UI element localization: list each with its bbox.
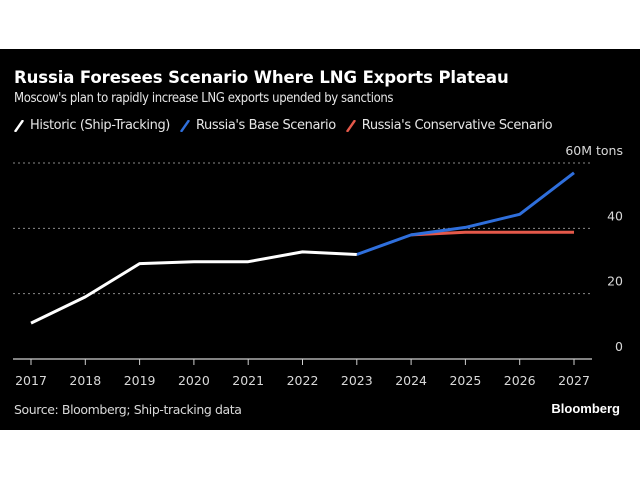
legend-item-conservative-scenario: Russia's Conservative Scenario bbox=[346, 118, 553, 133]
x-tick-label: 2024 bbox=[395, 373, 427, 388]
y-tick-label: 60M tons bbox=[565, 143, 623, 158]
x-tick-label: 2019 bbox=[124, 373, 156, 388]
legend-label: Russia's Base Scenario bbox=[195, 118, 336, 133]
y-tick-label: 40 bbox=[607, 208, 623, 223]
series-lines bbox=[30, 171, 575, 325]
x-tick-label: 2022 bbox=[287, 373, 319, 388]
slash-line-icon bbox=[14, 119, 24, 132]
slash-line-icon bbox=[346, 119, 356, 132]
series-line-russia-s-base-scenario bbox=[356, 171, 575, 256]
x-tick-label: 2023 bbox=[341, 373, 373, 388]
y-tick-label: 0 bbox=[615, 339, 623, 354]
series-line-russia-s-conservative-scenario bbox=[411, 230, 574, 237]
x-axis: 2017 2018 2019 2020 2021 2022 2023 2024 2025 2026… bbox=[13, 358, 592, 388]
legend-label: Historic (Ship-Tracking) bbox=[30, 118, 170, 133]
x-tick-label: 2021 bbox=[232, 373, 264, 388]
chart-panel: Russia Foresees Scenario Where LNG Expor… bbox=[0, 49, 640, 430]
x-tick-label: 2027 bbox=[558, 373, 590, 388]
gridlines bbox=[13, 162, 592, 295]
legend: Historic (Ship-Tracking) Russia's Base S… bbox=[14, 118, 562, 133]
source-note: Source: Bloomberg; Ship-tracking data bbox=[14, 402, 242, 417]
x-tick-label: 2018 bbox=[69, 373, 101, 388]
bloomberg-logo: Bloomberg bbox=[551, 401, 620, 416]
x-tick-label: 2020 bbox=[178, 373, 210, 388]
chart-subtitle: Moscow's plan to rapidly increase LNG ex… bbox=[14, 91, 394, 106]
legend-label: Russia's Conservative Scenario bbox=[361, 118, 553, 133]
x-tick-label: 2025 bbox=[449, 373, 481, 388]
y-axis-labels: 0 20 40 60M tons bbox=[565, 143, 623, 354]
x-tick-label: 2026 bbox=[504, 373, 536, 388]
y-tick-label: 20 bbox=[607, 274, 623, 289]
x-tick-label: 2017 bbox=[15, 373, 47, 388]
legend-item-historic: Historic (Ship-Tracking) bbox=[14, 118, 170, 133]
slash-line-icon bbox=[180, 119, 190, 132]
series-line-historic-ship-tracking bbox=[30, 250, 357, 325]
chart-title: Russia Foresees Scenario Where LNG Expor… bbox=[14, 68, 509, 87]
legend-item-base-scenario: Russia's Base Scenario bbox=[180, 118, 336, 133]
